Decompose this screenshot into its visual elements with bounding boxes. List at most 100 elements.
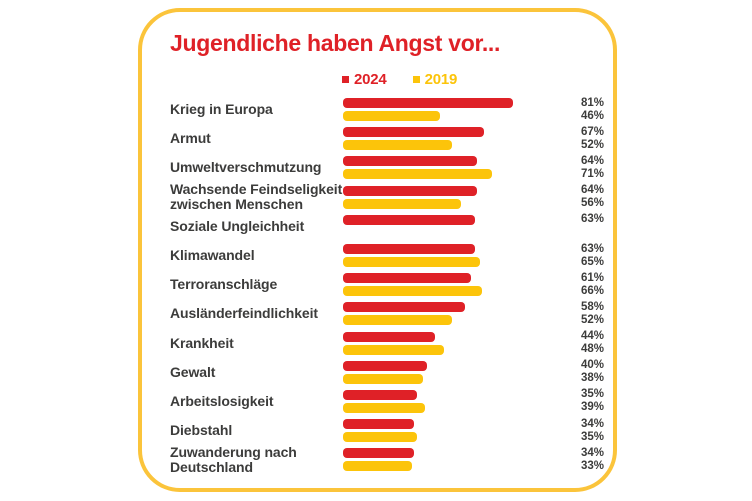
value-2024: 44% (581, 330, 605, 343)
bar-2019 (343, 432, 417, 443)
bar-2024 (343, 389, 417, 400)
value-labels: 34% 33% (581, 447, 611, 473)
category-label: Krieg in Europa (170, 101, 273, 118)
value-2024: 34% (581, 417, 605, 430)
value-labels: 40% 38% (581, 359, 611, 385)
chart-row: Ausländerfeindlichkeit 58% 52% (170, 299, 611, 328)
bar-2019 (343, 140, 453, 151)
chart-row: Wachsende Feindseligkeit zwischen Mensch… (170, 181, 611, 213)
bar-group (343, 156, 581, 180)
value-2019: 52% (581, 313, 605, 326)
bar-2019 (343, 402, 425, 413)
category-label: Gewalt (170, 363, 216, 380)
chart-row: Zuwanderung nach Deutschland 34% 33% (170, 443, 611, 475)
bar-group (343, 185, 581, 209)
category-label: Krankheit (170, 334, 234, 351)
bar-group (343, 389, 581, 413)
bar-group (343, 419, 581, 443)
bar-2024 (343, 360, 427, 371)
bar-group (343, 273, 581, 297)
bar-2019 (343, 286, 482, 297)
category-label: Umweltverschmutzung (170, 159, 322, 176)
value-labels: 63% (581, 213, 611, 239)
value-2019: 38% (581, 372, 605, 385)
infographic-card: Jugendliche haben Angst vor... 2024 2019… (138, 8, 617, 492)
bar-2024 (343, 302, 465, 313)
bar-2024 (343, 419, 415, 430)
value-2024: 81% (581, 96, 605, 109)
bar-group (343, 448, 581, 472)
chart-row: Krankheit 44% 48% (170, 329, 611, 358)
category-label: Ausländerfeindlichkeit (170, 305, 318, 322)
value-2019: 65% (581, 255, 605, 268)
bar-group (343, 244, 581, 268)
value-labels: 35% 39% (581, 388, 611, 414)
bar-2019 (343, 461, 413, 472)
legend-label-2024: 2024 (354, 71, 387, 88)
legend-marker-2024-icon (342, 76, 349, 83)
category-label: Terroranschläge (170, 276, 278, 293)
bar-2024 (343, 331, 436, 342)
chart-row: Soziale Ungleichheit 63% (170, 212, 611, 241)
value-2019: 66% (581, 284, 605, 297)
bar-2024 (343, 98, 514, 109)
chart-row: Krieg in Europa 81% 46% (170, 95, 611, 124)
bar-2024 (343, 448, 415, 459)
chart-row: Arbeitslosigkeit 35% 39% (170, 387, 611, 416)
legend: 2024 2019 (342, 71, 611, 88)
value-2019: 46% (581, 109, 605, 122)
value-2024: 64% (581, 154, 605, 167)
bar-group (343, 302, 581, 326)
bar-2024 (343, 214, 476, 225)
bar-2019 (343, 169, 493, 180)
bar-2019 (343, 344, 444, 355)
value-2024: 34% (581, 446, 605, 459)
value-2019 (581, 226, 611, 239)
value-labels: 58% 52% (581, 301, 611, 327)
value-2024: 63% (581, 213, 605, 226)
value-2019: 48% (581, 343, 605, 356)
bar-2024 (343, 127, 484, 138)
chart-row: Armut 67% 52% (170, 124, 611, 153)
value-labels: 64% 56% (581, 184, 611, 210)
category-label: Wachsende Feindseligkeit zwischen Mensch… (170, 181, 343, 213)
legend-marker-2019-icon (412, 76, 420, 83)
bar-2019 (343, 315, 453, 326)
bar-group (343, 331, 581, 355)
value-2019: 71% (581, 167, 605, 180)
value-2024: 40% (581, 359, 605, 372)
bar-2024 (343, 244, 476, 255)
chart-rows: Krieg in Europa 81% 46% Armut 67% 52% Umweltve… (170, 95, 611, 475)
value-2024: 64% (581, 184, 605, 197)
category-label: Klimawandel (170, 247, 255, 264)
chart-row: Diebstahl 34% 35% (170, 416, 611, 445)
value-2019: 52% (581, 138, 605, 151)
category-label: Zuwanderung nach Deutschland (170, 443, 297, 475)
legend-item-2019: 2019 (412, 71, 457, 88)
chart-row: Gewalt 40% 38% (170, 358, 611, 387)
value-2024: 35% (581, 388, 605, 401)
legend-item-2024: 2024 (342, 71, 387, 88)
chart-row: Umweltverschmutzung 64% 71% (170, 153, 611, 182)
value-2019: 33% (581, 459, 605, 472)
page-title: Jugendliche haben Angst vor... (170, 30, 501, 56)
bar-2019 (343, 111, 440, 122)
category-label: Arbeitslosigkeit (170, 392, 274, 409)
chart-row: Klimawandel 63% 65% (170, 241, 611, 270)
bar-2024 (343, 156, 478, 167)
value-labels: 34% 35% (581, 418, 611, 444)
value-labels: 81% 46% (581, 97, 611, 123)
value-labels: 61% 66% (581, 272, 611, 298)
bar-2019 (343, 198, 461, 209)
value-2024: 63% (581, 242, 605, 255)
bar-group (343, 360, 581, 384)
value-labels: 63% 65% (581, 243, 611, 269)
bar-group (343, 98, 581, 122)
bar-2024 (343, 185, 478, 196)
value-labels: 67% 52% (581, 126, 611, 152)
value-2019: 56% (581, 197, 605, 210)
value-2024: 58% (581, 300, 605, 313)
value-2019: 35% (581, 430, 605, 443)
category-label: Soziale Ungleichheit (170, 217, 305, 234)
bar-2019 (343, 257, 480, 268)
